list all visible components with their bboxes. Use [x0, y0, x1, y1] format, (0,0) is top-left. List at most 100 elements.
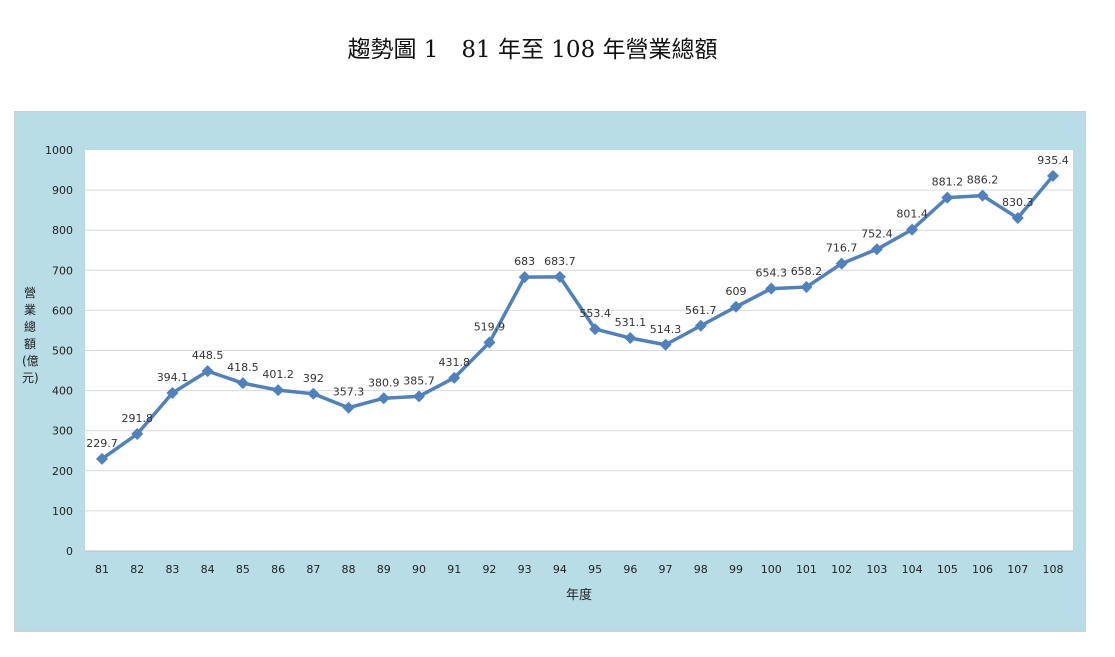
data-point [800, 281, 813, 294]
x-tick-label: 103 [866, 563, 887, 576]
data-point [166, 386, 179, 399]
x-tick-label: 83 [165, 563, 179, 576]
data-label: 561.7 [685, 304, 717, 317]
data-point [906, 223, 919, 236]
data-point [96, 452, 108, 465]
data-point [589, 323, 602, 336]
data-label: 716.7 [826, 242, 858, 255]
data-label: 886.2 [967, 174, 999, 187]
y-tick-label: 400 [52, 385, 73, 398]
y-tick-label: 500 [52, 345, 73, 358]
chart-title: 趨勢圖 1 81 年至 108 年營業總額 [347, 37, 718, 63]
data-label: 801.4 [896, 208, 928, 221]
data-point [1047, 169, 1059, 182]
data-label: 291.8 [121, 412, 153, 425]
y-tick-label: 1000 [45, 144, 73, 157]
data-label: 357.3 [333, 386, 365, 399]
data-point [307, 387, 320, 400]
data-label: 935.4 [1037, 154, 1069, 167]
x-tick-label: 90 [412, 563, 426, 576]
data-label: 392 [303, 372, 324, 385]
data-label: 830.3 [1002, 196, 1034, 209]
data-point [624, 332, 637, 345]
data-point [272, 384, 285, 397]
x-tick-label: 82 [130, 563, 144, 576]
x-tick-label: 107 [1007, 563, 1028, 576]
x-axis-title: 年度 [566, 587, 592, 603]
data-label: 881.2 [932, 176, 964, 189]
x-tick-label: 86 [271, 563, 285, 576]
y-tick-label: 800 [52, 224, 73, 237]
data-point [342, 401, 355, 414]
data-label: 654.3 [755, 267, 787, 280]
data-label: 229.7 [86, 437, 118, 450]
x-tick-label: 84 [201, 563, 215, 576]
y-tick-label: 700 [52, 264, 73, 277]
data-line [100, 174, 1055, 461]
data-point [377, 392, 390, 405]
data-point [518, 271, 531, 284]
x-tick-label: 96 [623, 563, 637, 576]
data-point [870, 243, 883, 256]
data-label: 394.1 [157, 371, 189, 384]
y-tick-label: 600 [52, 304, 73, 317]
data-label: 683 [514, 255, 535, 268]
data-point [131, 427, 144, 440]
data-label: 401.2 [262, 368, 294, 381]
data-label: 431.8 [438, 356, 470, 369]
data-point [976, 189, 989, 202]
data-point [413, 390, 425, 403]
x-tick-label: 88 [342, 563, 356, 576]
data-label: 752.4 [861, 227, 893, 240]
x-tick-label: 100 [761, 563, 782, 576]
data-point [201, 365, 214, 378]
data-label: 553.4 [579, 307, 611, 320]
data-point [659, 338, 672, 351]
x-tick-label: 81 [95, 563, 109, 576]
data-label: 448.5 [192, 349, 224, 362]
x-tick-label: 105 [937, 563, 958, 576]
y-tick-label: 300 [52, 425, 73, 438]
x-tick-label: 98 [694, 563, 708, 576]
x-tick-label: 91 [447, 563, 461, 576]
y-tick-label: 100 [52, 505, 73, 518]
y-tick-label: 200 [52, 465, 73, 478]
x-tick-label: 85 [236, 563, 250, 576]
x-tick-label: 95 [588, 563, 602, 576]
y-tick-label: 900 [52, 184, 73, 197]
x-tick-label: 104 [902, 563, 923, 576]
data-point [236, 377, 249, 390]
x-tick-label: 97 [659, 563, 673, 576]
x-tick-label: 92 [482, 563, 496, 576]
y-tick-label: 0 [66, 545, 73, 558]
x-tick-label: 89 [377, 563, 391, 576]
x-tick-label: 99 [729, 563, 743, 576]
data-label: 683.7 [544, 255, 576, 268]
data-point [941, 191, 954, 204]
data-label: 531.1 [615, 316, 647, 329]
data-point [483, 336, 496, 349]
data-point [730, 300, 742, 313]
data-label: 418.5 [227, 361, 259, 374]
data-label: 609 [726, 285, 747, 298]
data-point [765, 282, 778, 295]
data-point [1011, 212, 1024, 225]
data-point [448, 371, 461, 384]
data-point [553, 270, 566, 283]
x-tick-label: 101 [796, 563, 817, 576]
data-point [835, 257, 848, 270]
data-label: 380.9 [368, 376, 400, 389]
x-tick-label: 94 [553, 563, 567, 576]
x-tick-label: 93 [518, 563, 532, 576]
data-label: 658.2 [791, 265, 823, 278]
y-axis-title: 營業總額(億元) [22, 286, 39, 385]
data-label: 519.9 [474, 321, 506, 334]
x-tick-label: 102 [831, 563, 852, 576]
x-tick-label: 87 [306, 563, 320, 576]
x-tick-label: 106 [972, 563, 993, 576]
data-label: 385.7 [403, 374, 435, 387]
x-tick-label: 108 [1043, 563, 1064, 576]
data-label: 514.3 [650, 323, 682, 336]
data-point [694, 319, 707, 332]
